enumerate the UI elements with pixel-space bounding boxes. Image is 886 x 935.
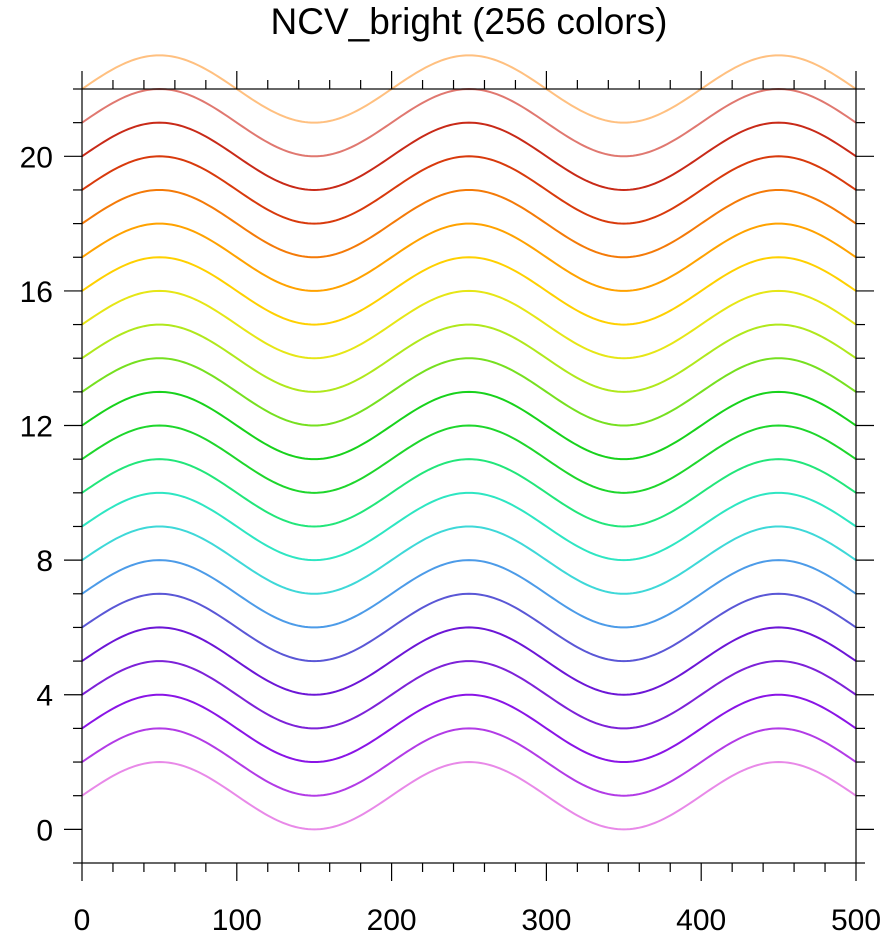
series-line-20 — [81, 121, 857, 191]
series-line-10 — [81, 458, 857, 528]
x-tick-label: 500 — [831, 904, 881, 935]
y-tick-label: 0 — [36, 814, 53, 847]
x-tick-label: 300 — [521, 904, 571, 935]
series-line-22 — [81, 54, 857, 124]
series-line-6 — [81, 592, 857, 663]
series-line-17 — [81, 222, 857, 292]
series-line-15 — [81, 289, 857, 360]
chart-title: NCV_bright (256 colors) — [271, 1, 668, 42]
series-line-16 — [81, 256, 857, 326]
y-tick-label: 12 — [20, 411, 53, 444]
y-tick-label: 16 — [20, 276, 53, 309]
y-tick-label: 20 — [20, 141, 53, 174]
axes-layer: 0 100 200 300 400 500 0 4 8 12 16 20 — [20, 71, 881, 935]
series-line-12 — [81, 390, 857, 461]
series-line-5 — [81, 626, 857, 696]
y-tick-label: 8 — [36, 545, 53, 578]
series-line-4 — [81, 660, 857, 730]
x-tick-label: 100 — [212, 904, 262, 935]
x-tick-label: 400 — [676, 904, 726, 935]
series-line-8 — [81, 525, 857, 595]
series-layer — [81, 54, 857, 831]
series-line-13 — [81, 357, 857, 427]
series-line-2 — [81, 727, 857, 797]
series-line-7 — [81, 559, 857, 629]
x-tick-label: 0 — [74, 904, 91, 935]
y-tick-label: 4 — [36, 680, 53, 713]
series-line-3 — [81, 693, 857, 764]
series-line-1 — [81, 761, 857, 831]
series-line-19 — [81, 155, 857, 225]
series-line-14 — [81, 323, 857, 393]
series-line-9 — [81, 491, 857, 562]
x-tick-label: 200 — [367, 904, 417, 935]
series-line-11 — [81, 424, 857, 494]
plot-frame — [81, 88, 857, 864]
series-line-18 — [81, 188, 857, 259]
